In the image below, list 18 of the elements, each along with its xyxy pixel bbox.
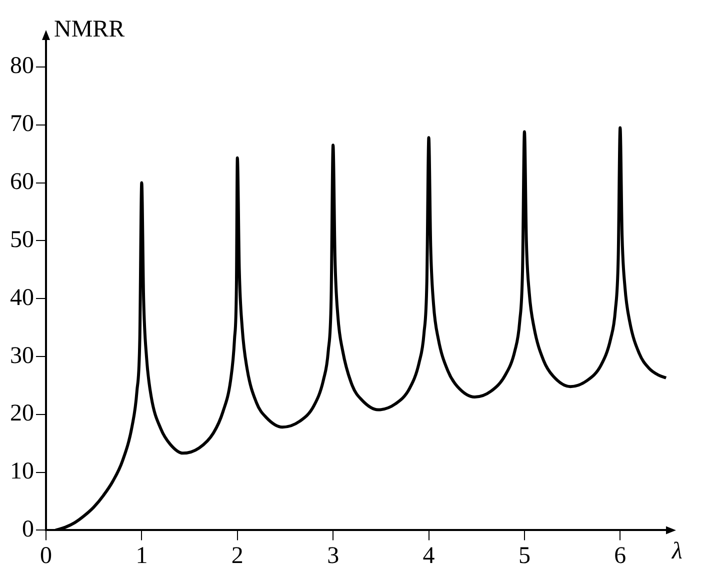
x-tick-label: 4 bbox=[422, 542, 435, 569]
y-tick-label: 80 bbox=[10, 53, 34, 80]
y-axis-title: NMRR bbox=[54, 16, 125, 42]
y-tick-label: 0 bbox=[22, 516, 34, 542]
x-tick-label: 2 bbox=[231, 542, 244, 569]
y-tick-label: 60 bbox=[10, 169, 34, 196]
y-tick-label: 20 bbox=[10, 400, 34, 427]
x-tick-label: 1 bbox=[136, 542, 148, 569]
y-tick-label: 70 bbox=[10, 111, 34, 138]
x-tick-label: 3 bbox=[327, 542, 340, 569]
x-tick-label: 6 bbox=[614, 542, 626, 569]
x-axis-title: λ bbox=[671, 538, 682, 565]
x-tick-label: 0 bbox=[40, 542, 52, 569]
y-tick-label: 40 bbox=[10, 284, 34, 311]
x-tick-label: 5 bbox=[518, 542, 530, 569]
y-tick-label: 50 bbox=[10, 226, 34, 253]
y-tick-label: 30 bbox=[10, 342, 34, 369]
y-tick-label: 10 bbox=[10, 458, 34, 485]
